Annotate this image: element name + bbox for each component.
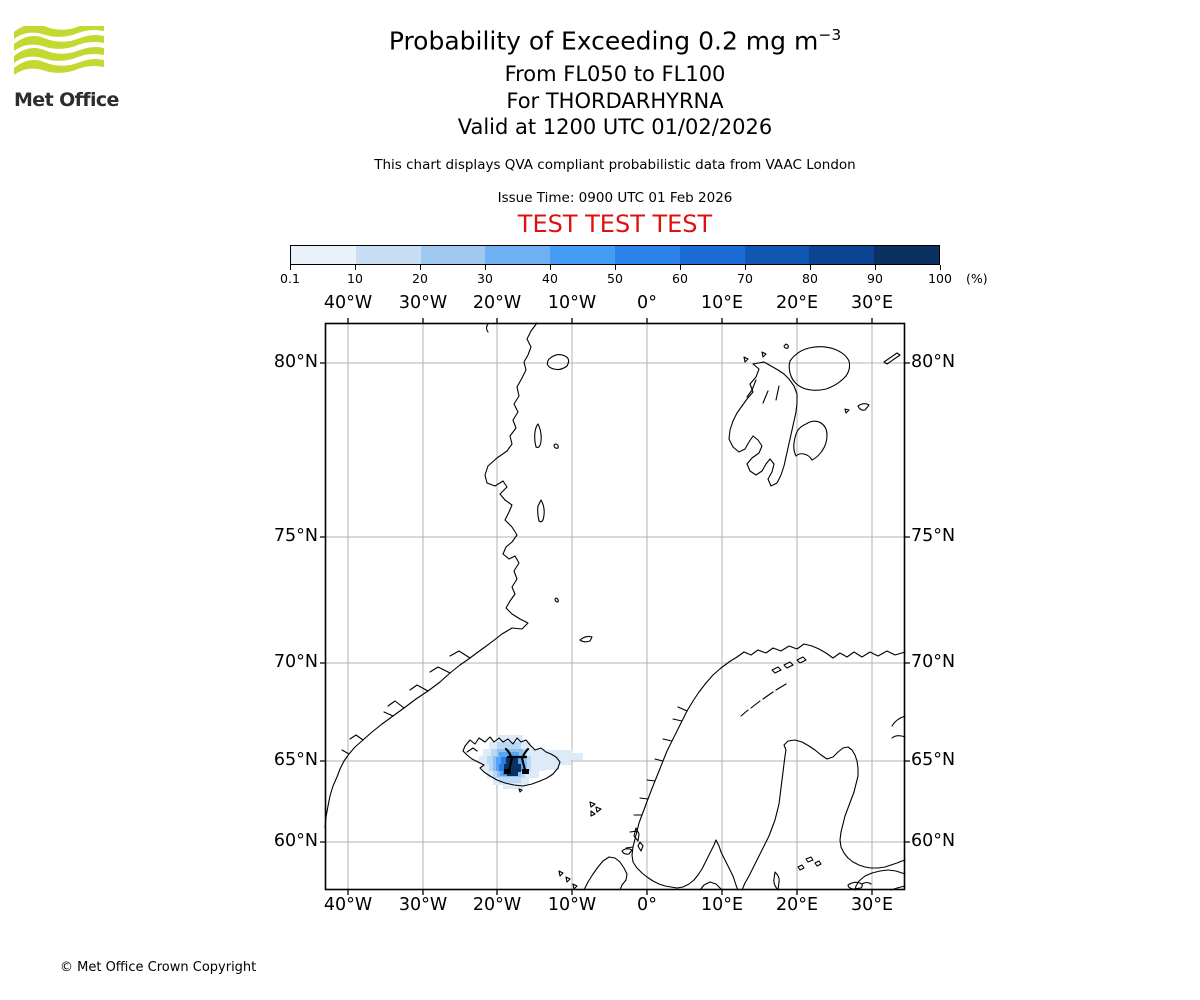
colorbar-segment [614, 246, 680, 264]
coast-baltic [741, 739, 906, 891]
colorbar-label: 90 [867, 271, 883, 286]
met-office-logo: Met Office [14, 22, 134, 111]
greenland-islands [485, 323, 593, 643]
lat-label-left: 70°N [273, 652, 318, 672]
colorbar-segment [550, 246, 615, 264]
probability-plume [479, 735, 583, 789]
map-gridlines [325, 323, 905, 890]
subtitle-valid-time: Valid at 1200 UTC 01/02/2026 [457, 115, 773, 139]
colorbar-label: 30 [477, 271, 493, 286]
lofoten-islands [740, 656, 807, 717]
page-title: Probability of Exceeding 0.2 mg m−3 [15, 26, 1200, 56]
svalbard-small-islands [743, 343, 901, 414]
colorbar-tick [355, 265, 356, 270]
colorbar-tick [875, 265, 876, 270]
colorbar-label: 80 [802, 271, 818, 286]
colorbar-label: 20 [412, 271, 428, 286]
colorbar-segment [809, 246, 875, 264]
colorbar-segment [874, 246, 939, 264]
colorbar-unit-label: (%) [966, 271, 988, 286]
lat-label-left: 75°N [273, 526, 318, 546]
map-axis-ticks [320, 318, 910, 895]
lat-label-right: 65°N [911, 750, 956, 770]
lon-label-top: 10°W [547, 293, 597, 313]
coast-greenland-fjords [341, 650, 471, 755]
lat-label-right: 80°N [911, 352, 956, 372]
lon-label-bottom: 30°E [850, 895, 894, 915]
issue-time: Issue Time: 0900 UTC 01 Feb 2026 [497, 190, 733, 206]
subtitle-volcano: For THORDARHYRNA [506, 89, 724, 113]
colorbar-label: 40 [542, 271, 558, 286]
lat-label-left: 65°N [273, 750, 318, 770]
lat-label-left: 60°N [273, 831, 318, 851]
coast-iceland [462, 736, 561, 793]
coast-greenland [324, 322, 538, 829]
colorbar-tick [810, 265, 811, 270]
colorbar-labels: 0.1 10 20 30 40 50 60 70 80 90 100 [280, 271, 952, 287]
lat-label-right: 70°N [911, 652, 956, 672]
coast-norway-fjords [625, 706, 688, 849]
colorbar-tick [680, 265, 681, 270]
colorbar-segment [485, 246, 551, 264]
lon-label-top: 40°W [323, 293, 373, 313]
colorbar-segment [291, 246, 356, 264]
colorbar-gradient [290, 245, 940, 265]
colorbar-label: 10 [347, 271, 363, 286]
title-text: Probability of Exceeding 0.2 mg m [388, 26, 819, 56]
colorbar-tick [615, 265, 616, 270]
colorbar-ticks [290, 265, 941, 270]
map-panel [320, 318, 910, 895]
colorbar-label: 100 [928, 271, 952, 286]
coast-gulf-of-finland [797, 856, 906, 891]
qva-note: This chart displays QVA compliant probab… [374, 157, 856, 173]
copyright-text: © Met Office Crown Copyright [60, 960, 257, 975]
subtitle-flight-levels: From FL050 to FL100 [504, 62, 726, 86]
lon-label-top: 30°E [850, 293, 894, 313]
lon-label-bottom: 0° [637, 895, 657, 915]
lon-label-bottom: 10°W [547, 895, 597, 915]
lon-label-top: 20°E [775, 293, 819, 313]
lat-label-right: 75°N [911, 526, 956, 546]
coast-spitsbergen [728, 361, 798, 487]
lon-label-bottom: 30°W [398, 895, 448, 915]
lon-label-bottom: 10°E [700, 895, 744, 915]
colorbar-segment [744, 246, 810, 264]
coastlines [324, 322, 906, 891]
map-frame [324, 322, 906, 891]
test-banner: TEST TEST TEST [517, 210, 713, 238]
colorbar-tick [485, 265, 486, 270]
lat-label-right: 60°N [911, 831, 956, 851]
colorbar-tick [290, 265, 291, 270]
colorbar-label: 50 [607, 271, 623, 286]
lon-label-bottom: 20°W [472, 895, 522, 915]
lon-label-top: 30°W [398, 293, 448, 313]
colorbar-segment [355, 246, 421, 264]
colorbar-label: 70 [737, 271, 753, 286]
colorbar-label: 0.1 [280, 271, 300, 286]
lon-label-bottom: 20°E [775, 895, 819, 915]
coast-scotland [558, 801, 780, 891]
met-office-logo-text: Met Office [14, 89, 119, 111]
colorbar-segment [420, 246, 486, 264]
colorbar-segment [679, 246, 745, 264]
title-exponent: −3 [818, 26, 842, 44]
coast-nordaustlandet [788, 346, 851, 391]
colorbar-tick [940, 265, 941, 270]
colorbar-tick [550, 265, 551, 270]
lon-label-top: 20°W [472, 293, 522, 313]
lat-label-left: 80°N [273, 352, 318, 372]
colorbar-tick [745, 265, 746, 270]
coast-edgeoya [793, 420, 828, 461]
colorbar-tick [420, 265, 421, 270]
coast-norway [631, 643, 906, 891]
white-sea-bits [891, 715, 906, 739]
lon-label-top: 0° [637, 293, 657, 313]
volcano-marker-icon [504, 747, 530, 774]
lon-label-top: 10°E [700, 293, 744, 313]
colorbar-label: 60 [672, 271, 688, 286]
lon-label-bottom: 40°W [323, 895, 373, 915]
